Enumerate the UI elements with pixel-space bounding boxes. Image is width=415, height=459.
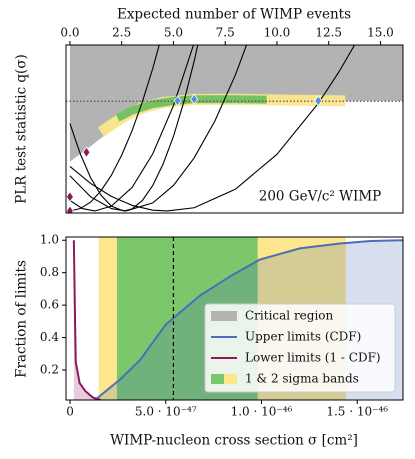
legend-patch — [211, 374, 224, 384]
marker — [173, 95, 182, 107]
legend-label: Upper limits (CDF) — [245, 330, 361, 344]
x-tick-label: 1.5 · 10⁻⁴⁶ — [326, 405, 388, 419]
critical-region — [69, 45, 403, 162]
marker — [66, 191, 74, 203]
legend-label: Critical region — [245, 309, 334, 323]
x-tick-label: 0 — [66, 405, 74, 419]
x-tick-label: 2.5 — [112, 26, 131, 40]
legend-label: 1 & 2 sigma bands — [245, 372, 359, 386]
x-tick-label: 10.0 — [264, 26, 291, 40]
y-tick-label: 0.4 — [40, 330, 59, 344]
x-tick-label: 0.0 — [60, 26, 79, 40]
series-line — [69, 45, 195, 212]
bottom-y-label: Fraction of limits — [14, 260, 30, 378]
legend-box — [204, 303, 396, 393]
legend-patch — [211, 311, 237, 321]
series-line — [94, 239, 403, 400]
legend-patch — [224, 374, 237, 384]
top-plot — [66, 45, 403, 213]
x-tick-label: 1.0 · 10⁻⁴⁶ — [231, 405, 293, 419]
x-tick-label: 7.5 — [216, 26, 235, 40]
series-line — [72, 240, 101, 400]
series-line — [69, 45, 248, 212]
x-tick-label: 5.0 — [164, 26, 183, 40]
marker — [190, 93, 199, 105]
series-line — [69, 45, 356, 212]
series-line — [69, 45, 199, 212]
axes: 0.0 2.5 5.0 7.5 10.0 12.5 15.0 0 5.0 · 10⁻⁴⁷ 1.0 … — [40, 26, 404, 419]
top-y-label: PLR test statistic q(σ) — [14, 54, 30, 204]
y-tick-label: 1.0 — [40, 233, 59, 247]
legend-label: Lower limits (1 - CDF) — [245, 351, 381, 365]
y-tick-label: 0.8 — [40, 265, 59, 279]
x-tick-label: 12.5 — [315, 26, 342, 40]
y-tick-label: 0.6 — [40, 298, 59, 312]
series-line — [69, 45, 160, 212]
marker — [82, 146, 91, 158]
annotation: 200 GeV/c² WIMP — [259, 189, 382, 205]
series-area — [73, 240, 101, 400]
plot-frame — [65, 44, 404, 214]
top-x-label: Expected number of WIMP events — [117, 7, 351, 23]
y-tick-label: 0.2 — [40, 362, 59, 376]
sigma-band — [115, 95, 267, 122]
bottom-x-label: WIMP-nucleon cross section σ [cm²] — [110, 433, 358, 449]
marker — [314, 95, 323, 107]
x-tick-label: 15.0 — [367, 26, 394, 40]
marker — [66, 205, 74, 213]
x-tick-label: 5.0 · 10⁻⁴⁷ — [135, 405, 197, 419]
plot-frame — [65, 236, 404, 401]
